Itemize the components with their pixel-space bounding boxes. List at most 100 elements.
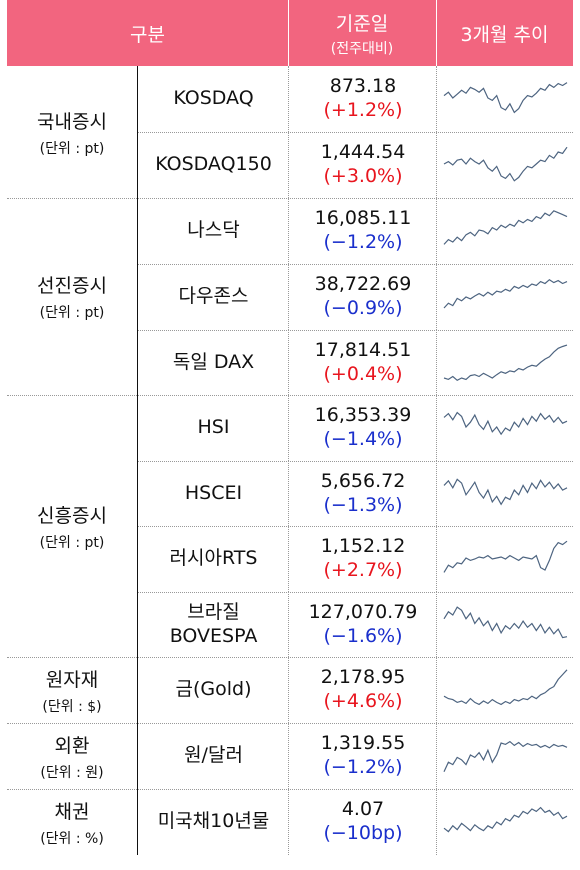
index-value: 2,178.95 xyxy=(320,666,406,689)
index-name-cell: 나스닥 xyxy=(137,198,289,264)
group-cell: 선진증시 (단위 : pt) xyxy=(7,198,137,395)
header-base-date: 기준일 (전주대비) xyxy=(288,0,436,66)
trend-sparkline xyxy=(443,540,568,573)
group-divider xyxy=(7,395,573,396)
index-value: 127,070.79 xyxy=(308,600,418,623)
trend-sparkline-cell xyxy=(436,66,574,132)
index-name: 브라질 xyxy=(187,600,240,623)
index-value: 4.07 xyxy=(341,798,385,821)
trend-sparkline xyxy=(443,210,568,245)
group-name: 국내증시 xyxy=(37,110,107,133)
value-cell: 873.18 (+1.2%) xyxy=(288,66,437,132)
value-cell: 127,070.79 (−1.6%) xyxy=(288,592,437,657)
value-cell: 2,178.95 (+4.6%) xyxy=(288,657,437,723)
header-category: 구분 xyxy=(7,0,288,66)
row-divider xyxy=(137,330,573,331)
group-name: 원자재 xyxy=(45,668,99,691)
index-value: 17,814.51 xyxy=(314,338,412,361)
trend-sparkline xyxy=(443,740,568,773)
trend-sparkline xyxy=(443,606,568,639)
trend-line xyxy=(443,146,568,182)
group-name: 신흥증시 xyxy=(37,504,107,527)
index-name-cell: HSCEI xyxy=(137,461,289,526)
group-name: 외환 xyxy=(54,734,90,757)
trend-line xyxy=(443,478,568,506)
trend-sparkline-cell xyxy=(436,592,574,657)
trend-sparkline xyxy=(443,806,568,833)
index-name: 나스닥 xyxy=(187,219,240,242)
trend-sparkline-cell xyxy=(436,657,574,723)
trend-line xyxy=(443,344,568,382)
value-cell: 1,152.12 (+2.7%) xyxy=(288,526,437,592)
index-name-cell: 원/달러 xyxy=(137,723,289,789)
trend-sparkline xyxy=(443,411,568,436)
index-value: 1,152.12 xyxy=(320,535,406,558)
weekly-change: (−0.9%) xyxy=(323,297,403,319)
group-divider xyxy=(7,198,573,199)
value-cell: 38,722.69 (−0.9%) xyxy=(288,264,437,330)
group-name: 채권 xyxy=(54,800,90,823)
value-cell: 4.07 (−10bp) xyxy=(288,789,437,855)
index-name: HSCEI xyxy=(184,481,243,504)
header-base-date-sub: (전주대비) xyxy=(330,40,394,57)
index-value: 38,722.69 xyxy=(314,273,412,296)
weekly-change: (+3.0%) xyxy=(323,165,403,187)
index-name-cell: HSI xyxy=(137,395,289,461)
weekly-change: (−1.2%) xyxy=(323,756,403,778)
value-cell: 1,319.55 (−1.2%) xyxy=(288,723,437,789)
weekly-change: (−1.4%) xyxy=(323,428,403,450)
trend-line xyxy=(443,82,568,114)
weekly-change: (+0.4%) xyxy=(323,362,403,385)
weekly-change: (−1.3%) xyxy=(323,493,403,516)
trend-line xyxy=(443,540,568,573)
index-name-cell: KOSDAQ xyxy=(137,66,289,132)
trend-sparkline-cell xyxy=(436,723,574,789)
index-name: 러시아RTS xyxy=(169,547,258,570)
group-cell: 원자재 (단위 : $) xyxy=(7,657,137,723)
trend-sparkline xyxy=(443,278,568,309)
header-divider xyxy=(288,0,289,66)
trend-sparkline xyxy=(443,344,568,382)
trend-line xyxy=(443,740,568,773)
trend-sparkline-cell xyxy=(436,461,574,526)
trend-sparkline xyxy=(443,669,568,706)
group-unit: (단위 : %) xyxy=(40,830,104,847)
value-cell: 17,814.51 (+0.4%) xyxy=(288,330,437,395)
group-divider xyxy=(7,657,573,658)
trend-sparkline-cell xyxy=(436,264,574,330)
weekly-change: (+2.7%) xyxy=(323,559,403,581)
trend-line xyxy=(443,210,568,245)
group-cell: 채권 (단위 : %) xyxy=(7,789,137,855)
row-divider xyxy=(137,526,573,527)
trend-sparkline xyxy=(443,146,568,182)
row-divider xyxy=(137,461,573,462)
group-cell: 외환 (단위 : 원) xyxy=(7,723,137,789)
index-name: 원/달러 xyxy=(184,744,243,767)
trend-sparkline-cell xyxy=(436,198,574,264)
value-cell: 1,444.54 (+3.0%) xyxy=(288,132,437,198)
trend-line xyxy=(443,278,568,309)
trend-line xyxy=(443,606,568,639)
header-base-date-label: 기준일 xyxy=(335,12,389,35)
index-name-cell: 독일 DAX xyxy=(137,330,289,395)
index-name-cell: 미국채10년물 xyxy=(137,789,289,855)
index-value: 16,085.11 xyxy=(314,207,412,230)
index-name-cell: 브라질 BOVESPA xyxy=(137,592,289,657)
group-cell: 신흥증시 (단위 : pt) xyxy=(7,395,137,657)
value-cell: 5,656.72 (−1.3%) xyxy=(288,461,437,526)
market-summary-table: 구분 기준일 (전주대비) 3개월 추이 국내증시 (단위 : pt) 선진증시 (단… xyxy=(7,0,573,855)
index-value: 1,319.55 xyxy=(320,732,406,755)
index-name: 다우존스 xyxy=(178,285,249,308)
index-name: KOSDAQ xyxy=(173,87,254,110)
index-name: KOSDAQ150 xyxy=(155,153,272,176)
weekly-change: (−10bp) xyxy=(323,822,403,844)
trend-line xyxy=(443,806,568,833)
group-unit: (단위 : pt) xyxy=(39,140,105,157)
group-divider xyxy=(7,723,573,724)
weekly-change: (−1.2%) xyxy=(323,231,403,253)
row-divider xyxy=(137,264,573,265)
trend-sparkline xyxy=(443,82,568,114)
index-name-cell: 러시아RTS xyxy=(137,526,289,592)
row-divider xyxy=(137,592,573,593)
header-trend: 3개월 추이 xyxy=(436,0,573,66)
